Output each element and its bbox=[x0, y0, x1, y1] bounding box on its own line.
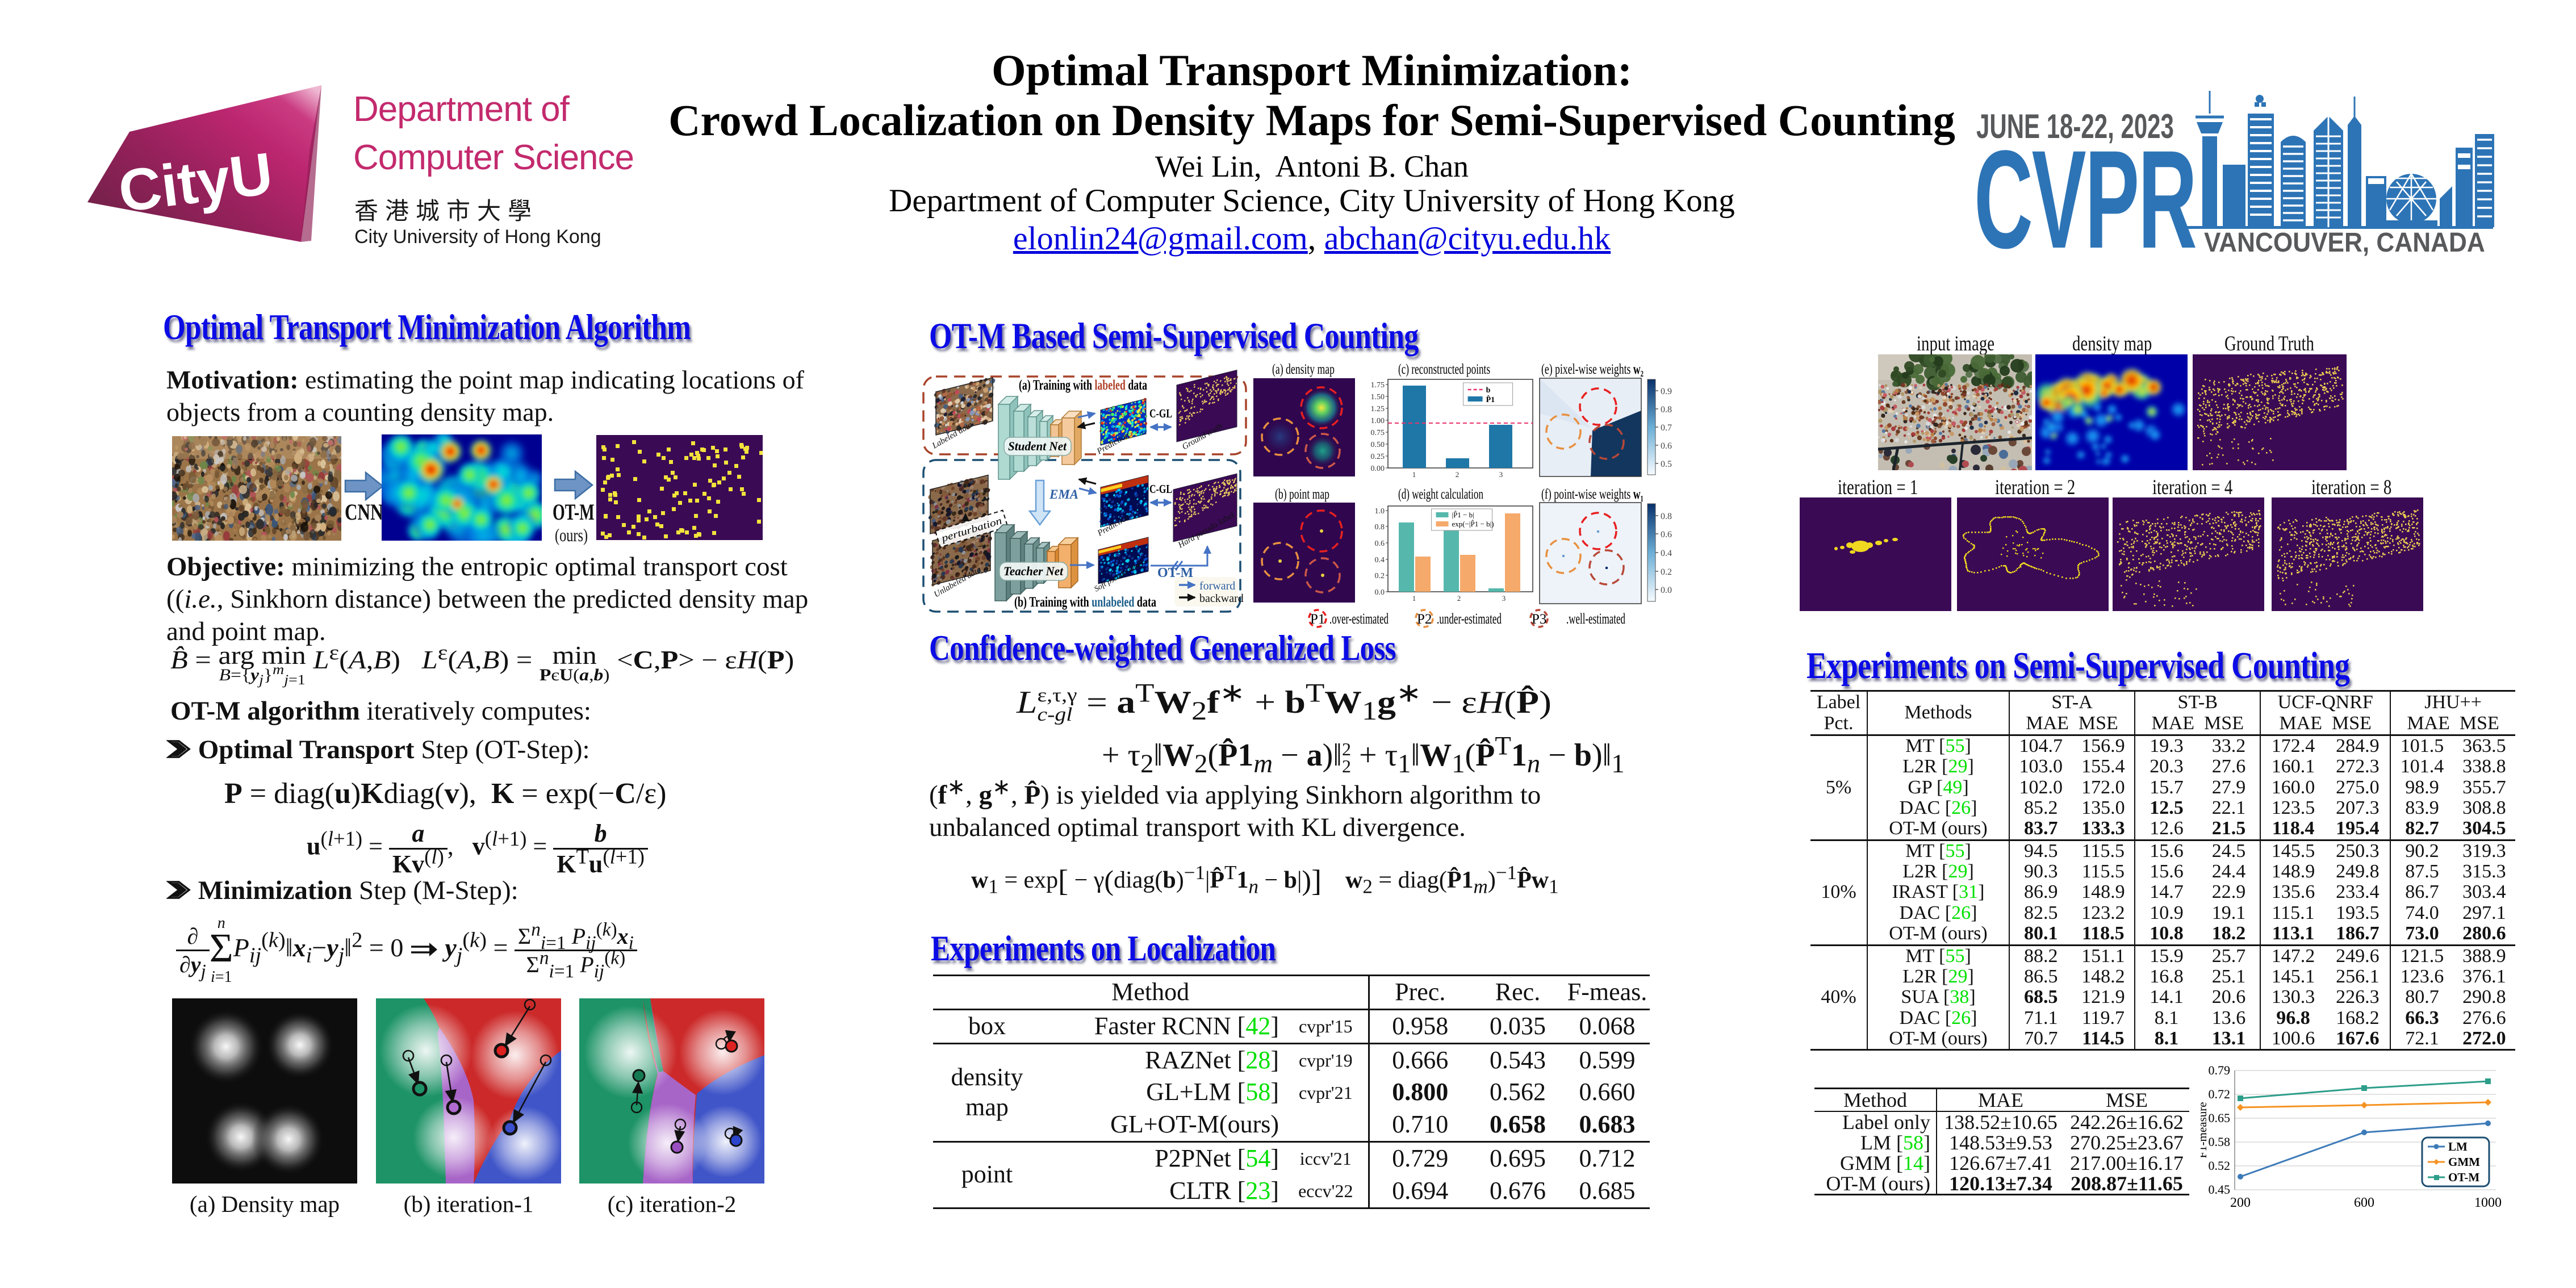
svg-text:0.2: 0.2 bbox=[1375, 572, 1385, 580]
svg-text:0.75: 0.75 bbox=[1371, 429, 1385, 437]
svg-text:(c) reconstructed points: (c) reconstructed points bbox=[1398, 363, 1490, 377]
svg-text:1: 1 bbox=[1412, 594, 1416, 603]
svg-text:1.25: 1.25 bbox=[1371, 405, 1385, 413]
svg-text:|P̂1 − b|: |P̂1 − b| bbox=[1452, 511, 1474, 519]
svg-text:0.8: 0.8 bbox=[1375, 523, 1385, 532]
svg-text:1.50: 1.50 bbox=[1371, 393, 1385, 402]
svg-text:.under-estimated: .under-estimated bbox=[1437, 610, 1502, 627]
svg-text:0.8: 0.8 bbox=[1661, 512, 1672, 521]
svg-text:C-GL: C-GL bbox=[1149, 482, 1172, 496]
svg-text:.over-estimated: .over-estimated bbox=[1329, 610, 1389, 627]
svg-text:Teacher Net: Teacher Net bbox=[1003, 564, 1064, 578]
svg-text:EMA: EMA bbox=[1049, 487, 1078, 501]
svg-text:(f) point-wise weights w₁: (f) point-wise weights w₁ bbox=[1541, 487, 1644, 502]
svg-text:0.7: 0.7 bbox=[1661, 423, 1672, 433]
svg-text:0.5: 0.5 bbox=[1661, 459, 1672, 469]
svg-text:(b) point map: (b) point map bbox=[1275, 487, 1329, 502]
svg-text:1: 1 bbox=[1412, 470, 1416, 479]
svg-text:1.0: 1.0 bbox=[1375, 507, 1385, 516]
svg-text:3: 3 bbox=[1502, 594, 1506, 603]
svg-text:0.4: 0.4 bbox=[1661, 549, 1672, 558]
svg-text:(b) Training with unlabeled d: (b) Training with unlabeled data bbox=[1014, 595, 1156, 610]
svg-text:.well-estimated: .well-estimated bbox=[1566, 610, 1625, 627]
svg-text:(e) pixel-wise weights w₂: (e) pixel-wise weights w₂ bbox=[1541, 363, 1644, 377]
svg-text:3: 3 bbox=[1499, 470, 1503, 479]
svg-text:2: 2 bbox=[1456, 470, 1460, 479]
svg-text:P3: P3 bbox=[1532, 612, 1546, 627]
svg-text:2: 2 bbox=[1457, 594, 1461, 603]
svg-text:Student Net: Student Net bbox=[1008, 439, 1067, 453]
svg-text:0.8: 0.8 bbox=[1661, 405, 1672, 415]
svg-text:0.6: 0.6 bbox=[1661, 441, 1672, 451]
svg-text:0.25: 0.25 bbox=[1371, 453, 1385, 461]
svg-text:P1: P1 bbox=[1310, 612, 1325, 627]
svg-text:0.6: 0.6 bbox=[1375, 540, 1385, 548]
svg-text:(a) Training with labeled dat: (a) Training with labeled data bbox=[1019, 378, 1147, 393]
svg-text:exp(−|P̂1 − b|): exp(−|P̂1 − b|) bbox=[1452, 520, 1494, 528]
svg-text:P̂1: P̂1 bbox=[1486, 395, 1495, 404]
svg-text:forward: forward bbox=[1199, 580, 1235, 592]
svg-text:(a) density map: (a) density map bbox=[1272, 363, 1335, 377]
svg-text:0.2: 0.2 bbox=[1661, 567, 1672, 577]
svg-text:0.0: 0.0 bbox=[1375, 588, 1385, 597]
svg-text:1.00: 1.00 bbox=[1371, 417, 1385, 425]
svg-text:0.00: 0.00 bbox=[1371, 465, 1385, 473]
svg-text:0.50: 0.50 bbox=[1371, 441, 1385, 449]
svg-text:0.9: 0.9 bbox=[1661, 387, 1672, 396]
svg-text:0.0: 0.0 bbox=[1661, 586, 1672, 595]
svg-text:(d) weight calculation: (d) weight calculation bbox=[1398, 487, 1483, 502]
svg-text:1.75: 1.75 bbox=[1371, 381, 1385, 390]
svg-text:P2: P2 bbox=[1417, 612, 1432, 627]
svg-text:C-GL: C-GL bbox=[1149, 407, 1172, 420]
svg-text:0.4: 0.4 bbox=[1375, 556, 1385, 564]
svg-text:backward: backward bbox=[1199, 592, 1244, 605]
svg-text:b: b bbox=[1486, 386, 1491, 395]
svg-text:0.6: 0.6 bbox=[1661, 530, 1672, 540]
